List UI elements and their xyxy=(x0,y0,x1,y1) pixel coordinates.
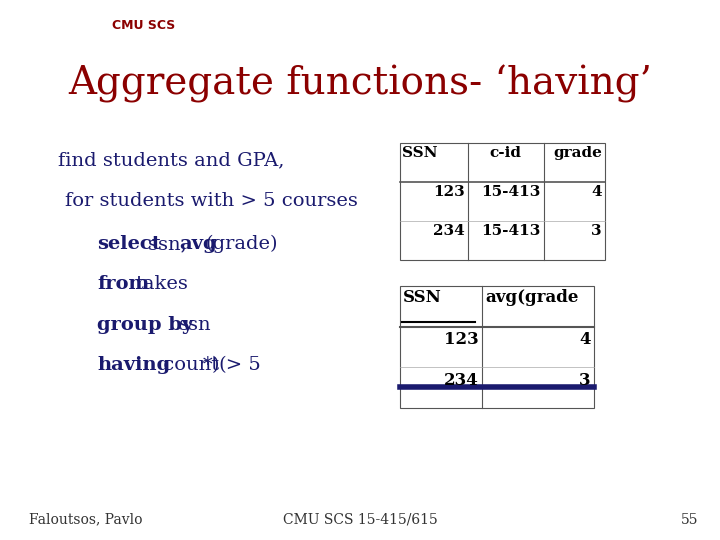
Text: ) > 5: ) > 5 xyxy=(212,356,261,374)
Text: 3: 3 xyxy=(591,224,602,238)
Text: CMU SCS: CMU SCS xyxy=(112,19,175,32)
Text: 123: 123 xyxy=(444,331,479,348)
Text: 123: 123 xyxy=(433,185,465,199)
Text: select: select xyxy=(97,235,161,253)
Text: avg(grade: avg(grade xyxy=(485,289,579,306)
Text: 234: 234 xyxy=(433,224,465,238)
Text: 55: 55 xyxy=(681,512,698,526)
Text: ssn: ssn xyxy=(179,316,211,334)
Text: SSN: SSN xyxy=(402,289,441,306)
Text: 4: 4 xyxy=(591,185,602,199)
Text: find students and GPA,: find students and GPA, xyxy=(58,151,284,169)
Text: avg: avg xyxy=(179,235,217,253)
Text: 3: 3 xyxy=(579,372,590,388)
Text: takes: takes xyxy=(135,275,188,293)
Text: *: * xyxy=(203,356,212,374)
Text: grade: grade xyxy=(553,146,602,160)
Text: from: from xyxy=(97,275,150,293)
Text: (grade): (grade) xyxy=(205,235,278,253)
Bar xyxy=(400,286,594,408)
Text: c-id: c-id xyxy=(490,146,522,160)
Text: Aggregate functions- ‘having’: Aggregate functions- ‘having’ xyxy=(68,65,652,103)
Text: 4: 4 xyxy=(579,331,590,348)
Text: count(: count( xyxy=(157,356,227,374)
Text: for students with > 5 courses: for students with > 5 courses xyxy=(65,192,358,210)
Text: 234: 234 xyxy=(444,372,479,388)
Text: ssn,: ssn, xyxy=(148,235,193,253)
Text: Faloutsos, Pavlo: Faloutsos, Pavlo xyxy=(29,512,143,526)
Text: having: having xyxy=(97,356,171,374)
Text: group by: group by xyxy=(97,316,194,334)
Bar xyxy=(400,143,605,260)
Text: CMU SCS 15-415/615: CMU SCS 15-415/615 xyxy=(283,512,437,526)
Text: SSN: SSN xyxy=(402,146,438,160)
Text: 15-413: 15-413 xyxy=(482,185,541,199)
Text: 15-413: 15-413 xyxy=(482,224,541,238)
